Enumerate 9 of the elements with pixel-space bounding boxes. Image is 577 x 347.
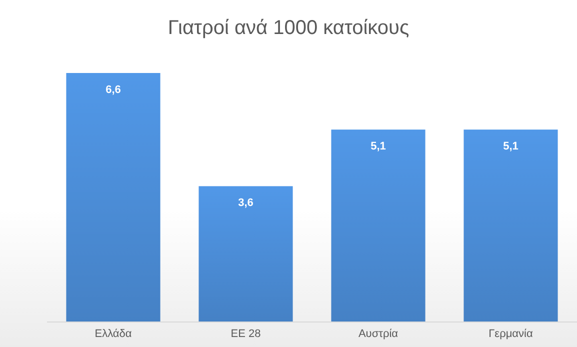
data-label: 3,6 [238,197,254,210]
x-tick-label: Γερμανία [488,328,534,340]
x-tick-label: ΕΕ 28 [230,328,261,340]
data-label: 5,1 [503,140,518,153]
x-tick-label: Ελλάδα [94,328,132,340]
x-tick-label: Αυστρία [358,328,399,340]
data-label: 6,6 [106,84,121,96]
chart-title: Γιατροί ανά 1000 κατοίκους [168,17,410,39]
data-label: 5,1 [370,140,386,153]
